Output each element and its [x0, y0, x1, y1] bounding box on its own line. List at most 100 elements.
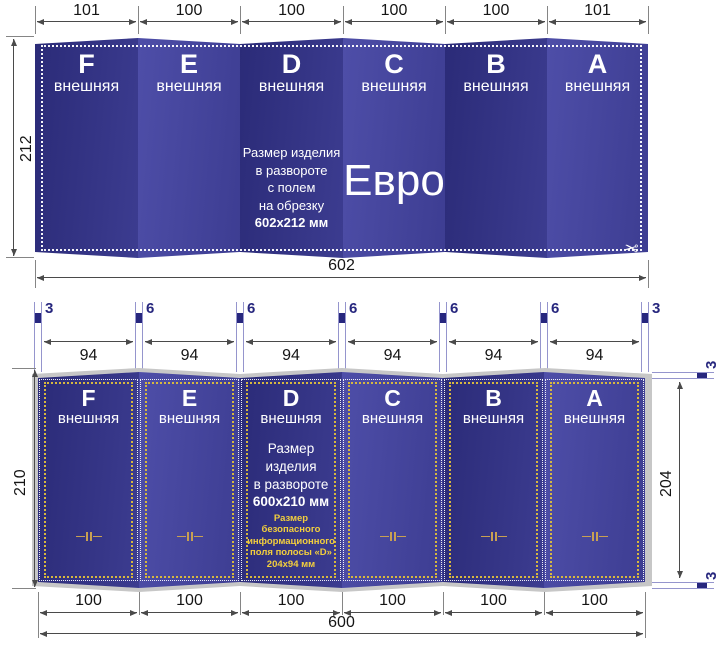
panel-side-label: внешняя	[258, 78, 325, 96]
fold-gap-fill	[35, 313, 41, 323]
dim-line	[345, 19, 443, 25]
dim-line	[246, 339, 336, 345]
fold-gap-fill	[136, 313, 142, 323]
panel-side-label: внешняя	[563, 410, 626, 428]
tick	[343, 6, 344, 34]
bleed-top-dim: 3	[703, 360, 720, 369]
note-size-value: 600х210 мм	[252, 494, 330, 510]
dim-line	[145, 339, 234, 345]
dim-label: 100	[75, 592, 102, 609]
tick	[648, 6, 649, 34]
dim-line	[242, 610, 340, 616]
fold-gap-mark	[243, 302, 244, 372]
panel-letter: F	[78, 49, 95, 79]
panel-side-label: внешняя	[463, 78, 529, 96]
dim-height-line	[31, 370, 38, 587]
dim-safe-height-label: 204	[658, 470, 675, 497]
panel-side-label: внешняя	[361, 78, 427, 96]
dim-label: 94	[282, 347, 300, 364]
dim-panel-width-0: 94	[44, 336, 133, 365]
fold-gap-dim: 6	[551, 300, 560, 317]
fold-gap-fill	[541, 313, 547, 323]
note-line: Размер	[267, 441, 315, 456]
dim-label: 94	[79, 347, 98, 364]
tick	[648, 260, 649, 288]
dim-line	[447, 19, 545, 25]
note-line: Размер	[273, 513, 309, 524]
dim-label: 100	[175, 2, 203, 19]
fold-gap-fill	[237, 313, 243, 323]
dim-label: 600	[328, 614, 355, 631]
dim-label: 100	[581, 592, 608, 609]
dim-bottom-width-5: 100	[546, 592, 643, 616]
dim-label: 100	[278, 2, 305, 19]
panel-letter: B	[486, 49, 506, 79]
note-line: безопасного	[261, 524, 321, 536]
dim-line	[344, 610, 441, 616]
tick	[38, 592, 39, 638]
panel-letter: A	[587, 49, 608, 79]
safe-field-note: Размер безопасного информационного поля …	[240, 513, 342, 570]
tick	[12, 588, 36, 589]
panel-letter: F	[81, 385, 96, 411]
fold-gap-mark	[135, 302, 136, 372]
fold-mark-icon	[481, 532, 507, 541]
dim-line	[37, 275, 646, 281]
tick	[139, 592, 140, 615]
dim-label: 94	[180, 347, 199, 364]
dim-bottom-width-4: 100	[445, 592, 542, 616]
panel-side-label: внешняя	[53, 78, 120, 96]
fold-gap-dim: 6	[450, 300, 459, 317]
dim-label: 100	[380, 2, 408, 19]
dim-line	[449, 339, 538, 345]
panel-letter: E	[179, 49, 198, 79]
dim-line	[549, 19, 646, 25]
fold-gap-mark	[338, 302, 339, 372]
fold-gap-mark	[446, 302, 447, 372]
scissors-icon: ✂	[622, 238, 640, 259]
fold-gap-mark	[641, 302, 642, 372]
dim-panel-width-5: 94	[550, 336, 639, 365]
dim-label: 100	[277, 592, 305, 609]
product-size-note: Размер изделия в развороте с полем на об…	[240, 144, 343, 232]
fold-gap-mark	[41, 302, 42, 372]
panel-side-label: внешняя	[564, 78, 631, 96]
dim-bottom-width-2: 100	[242, 592, 340, 616]
dim-bottom-width-0: 100	[40, 592, 137, 616]
tick	[6, 36, 34, 37]
tick	[443, 592, 444, 615]
dim-height-line	[10, 39, 17, 256]
dim-line	[550, 339, 639, 345]
fold-format-label: Евро	[343, 156, 445, 205]
dim-label: 100	[176, 592, 203, 609]
dim-line	[141, 610, 238, 616]
dim-label: 100	[482, 2, 510, 19]
dim-total-width: 602	[37, 257, 646, 281]
note-line: на обрезку	[258, 197, 325, 213]
bleed-mark-fill	[697, 583, 707, 588]
tick	[445, 6, 446, 34]
dim-label: 101	[584, 2, 611, 19]
bleed-mark-line	[652, 588, 714, 589]
dim-safe-height-line	[676, 382, 683, 578]
dim-top-width-0: 101	[37, 2, 136, 25]
fold-gap-dim: 3	[652, 300, 661, 317]
dim-panel-width-2: 94	[246, 336, 336, 365]
dim-panel-width-3: 94	[348, 336, 437, 365]
note-line: поля полосы «D»	[250, 547, 332, 559]
dim-top-width-1: 100	[140, 2, 238, 25]
panel-side-label: внешняя	[158, 410, 221, 428]
note-line: в развороте	[255, 162, 328, 178]
tick	[35, 260, 36, 288]
product-size-note: Размер изделия в развороте 600х210 мм	[240, 440, 342, 511]
fold-gap-mark	[142, 302, 143, 372]
panel-letter: A	[586, 385, 603, 411]
panel-side-label: внешняя	[57, 410, 120, 428]
dim-height-label: 212	[18, 135, 35, 162]
note-line: в развороте	[253, 476, 329, 492]
